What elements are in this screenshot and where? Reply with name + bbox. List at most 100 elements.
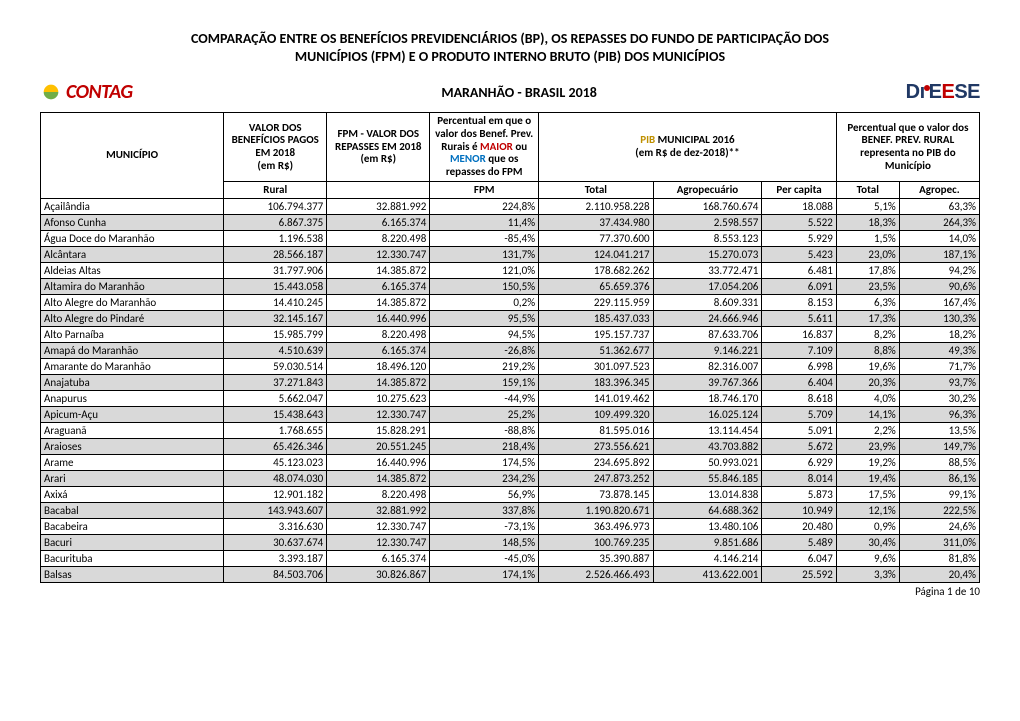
cell-value: 73.878.145 [539,487,654,503]
cell-value: 12.330.747 [327,247,430,263]
cell-value: 65.426.346 [224,439,327,455]
table-row: Amarante do Maranhão59.030.51418.496.120… [41,359,980,375]
cell-value: 20.551.245 [327,439,430,455]
cell-value: 16.025.124 [653,407,762,423]
cell-value: 25.592 [762,567,836,583]
cell-value: 311,0% [899,535,979,551]
cell-value: 3,3% [836,567,899,583]
th-agropec2: Agropec. [899,181,979,199]
cell-value: 24,6% [899,519,979,535]
cell-municipio: Arari [41,471,224,487]
cell-value: 18.496.120 [327,359,430,375]
cell-value: 178.682.262 [539,263,654,279]
th-fpm-text: FPM - VALOR DOS REPASSES EM 2018(em R$) [335,127,421,165]
th-blank [327,181,430,199]
table-row: Anapurus5.662.04710.275.623-44,9%141.019… [41,391,980,407]
cell-value: 12.330.747 [327,535,430,551]
cell-value: 33.772.471 [653,263,762,279]
logo-row: CONTAG MARANHÃO - BRASIL 2018 DıEESE [40,80,980,104]
cell-value: 65.659.376 [539,279,654,295]
cell-value: 6.047 [762,551,836,567]
cell-value: 18.088 [762,199,836,215]
cell-value: 8,2% [836,327,899,343]
table-row: Amapá do Maranhão4.510.6396.165.374-26,8… [41,343,980,359]
contag-icon-top [44,85,59,92]
cell-value: 20.480 [762,519,836,535]
cell-value: 8.153 [762,295,836,311]
cell-municipio: Bacurituba [41,551,224,567]
cell-value: 23,5% [836,279,899,295]
cell-municipio: Água Doce do Maranhão [41,231,224,247]
cell-value: 106.794.377 [224,199,327,215]
cell-municipio: Açailândia [41,199,224,215]
cell-value: 55.846.185 [653,471,762,487]
cell-value: 264,3% [899,215,979,231]
cell-value: 337,8% [430,503,539,519]
page-footer: Página 1 de 10 [40,585,980,598]
cell-value: 28.566.187 [224,247,327,263]
cell-value: 218,4% [430,439,539,455]
cell-value: 11,4% [430,215,539,231]
cell-value: 15.828.291 [327,423,430,439]
cell-value: 71,7% [899,359,979,375]
cell-value: 195.157.737 [539,327,654,343]
cell-value: 16.440.996 [327,311,430,327]
cell-value: 5.709 [762,407,836,423]
cell-value: 2.110.958.228 [539,199,654,215]
cell-value: 12,1% [836,503,899,519]
cell-value: 9.146.221 [653,343,762,359]
cell-value: 14.385.872 [327,263,430,279]
cell-value: 18,3% [836,215,899,231]
cell-value: 3.316.630 [224,519,327,535]
cell-value: 81.595.016 [539,423,654,439]
cell-value: 50.993.021 [653,455,762,471]
cell-value: 13.014.838 [653,487,762,503]
table-row: Araioses65.426.34620.551.245218,4%273.55… [41,439,980,455]
cell-value: 9,6% [836,551,899,567]
cell-value: 2.526.466.493 [539,567,654,583]
cell-value: 82.316.007 [653,359,762,375]
cell-value: 5.489 [762,535,836,551]
cell-value: 63,3% [899,199,979,215]
table-row: Bacuri30.637.67412.330.747148,5%100.769.… [41,535,980,551]
cell-value: 23,9% [836,439,899,455]
cell-value: 121,0% [430,263,539,279]
th-pct-mid: ou [513,140,527,153]
cell-value: 43.703.882 [653,439,762,455]
cell-value: -73,1% [430,519,539,535]
cell-value: 13,5% [899,423,979,439]
subtitle: MARANHÃO - BRASIL 2018 [133,84,906,101]
cell-municipio: Aldeias Altas [41,263,224,279]
cell-value: -26,8% [430,343,539,359]
cell-value: 5.611 [762,311,836,327]
cell-value: 15.985.799 [224,327,327,343]
cell-value: 12.330.747 [327,407,430,423]
cell-value: 1.768.655 [224,423,327,439]
th-total2: Total [836,181,899,199]
cell-value: 8.014 [762,471,836,487]
cell-value: 6.481 [762,263,836,279]
logo-contag: CONTAG [40,80,133,104]
cell-value: 45.123.023 [224,455,327,471]
cell-municipio: Altamira do Maranhão [41,279,224,295]
cell-value: 48.074.030 [224,471,327,487]
th-perc-pib: Percentual que o valor dos BENEF. PREV. … [836,113,979,181]
cell-value: 20,3% [836,375,899,391]
cell-value: 13.480.106 [653,519,762,535]
cell-value: 94,5% [430,327,539,343]
cell-value: 1,5% [836,231,899,247]
cell-value: 5.091 [762,423,836,439]
table-row: Altamira do Maranhão15.443.0586.165.3741… [41,279,980,295]
cell-value: 30,4% [836,535,899,551]
cell-value: 17,8% [836,263,899,279]
cell-value: 363.496.973 [539,519,654,535]
cell-value: 8.220.498 [327,487,430,503]
cell-value: 17,5% [836,487,899,503]
cell-value: 37.271.843 [224,375,327,391]
cell-value: 88,5% [899,455,979,471]
cell-value: 35.390.887 [539,551,654,567]
title-line-1: COMPARAÇÃO ENTRE OS BENEFÍCIOS PREVIDENC… [191,30,829,47]
cell-municipio: Anapurus [41,391,224,407]
cell-value: 150,5% [430,279,539,295]
table-row: Alto Alegre do Maranhão14.410.24514.385.… [41,295,980,311]
